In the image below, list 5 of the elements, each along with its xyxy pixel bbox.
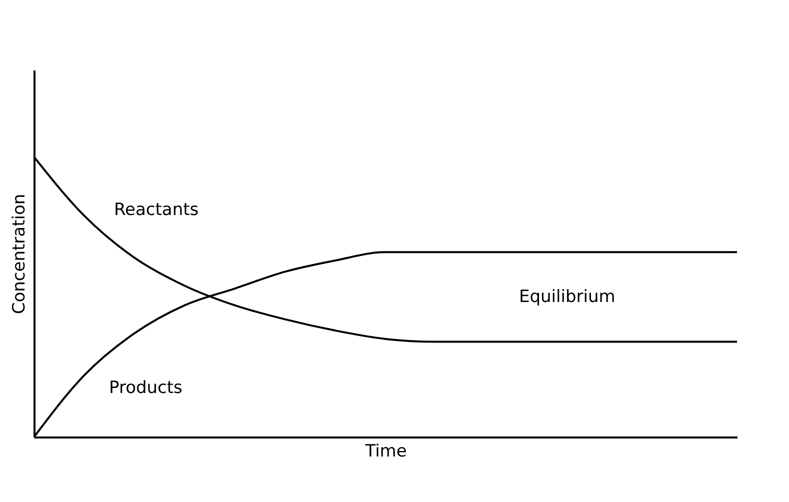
x-axis-title: Time xyxy=(364,442,407,462)
series-label: Products xyxy=(109,378,183,398)
series-label: Reactants xyxy=(114,200,199,220)
y-axis-title: Concentration xyxy=(10,194,30,314)
annotation: Equilibrium xyxy=(519,287,616,307)
